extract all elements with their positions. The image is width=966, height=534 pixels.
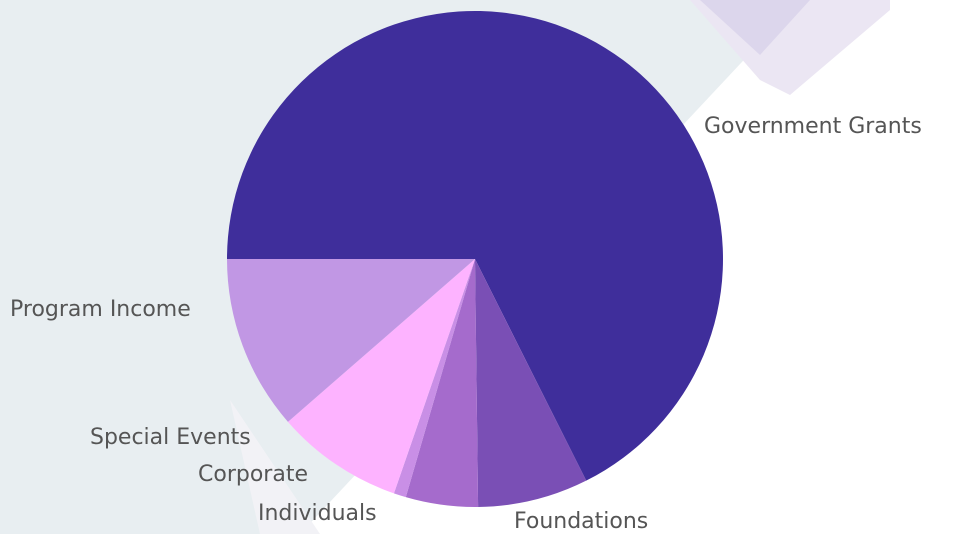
slice-label: Corporate	[198, 462, 308, 487]
pie-slice	[405, 259, 479, 507]
slice-label: Program Income	[10, 297, 191, 322]
slice-label: Individuals	[258, 501, 377, 526]
pie-slice	[227, 10, 723, 481]
pie	[227, 10, 723, 507]
pie-slice	[227, 259, 475, 422]
pie-slice	[475, 259, 587, 507]
slice-label: Foundations	[514, 509, 648, 534]
slice-label: Special Events	[90, 425, 251, 450]
slice-label: Government Grants	[704, 114, 922, 139]
pie-slice	[287, 259, 475, 494]
pie-slice	[393, 259, 475, 498]
